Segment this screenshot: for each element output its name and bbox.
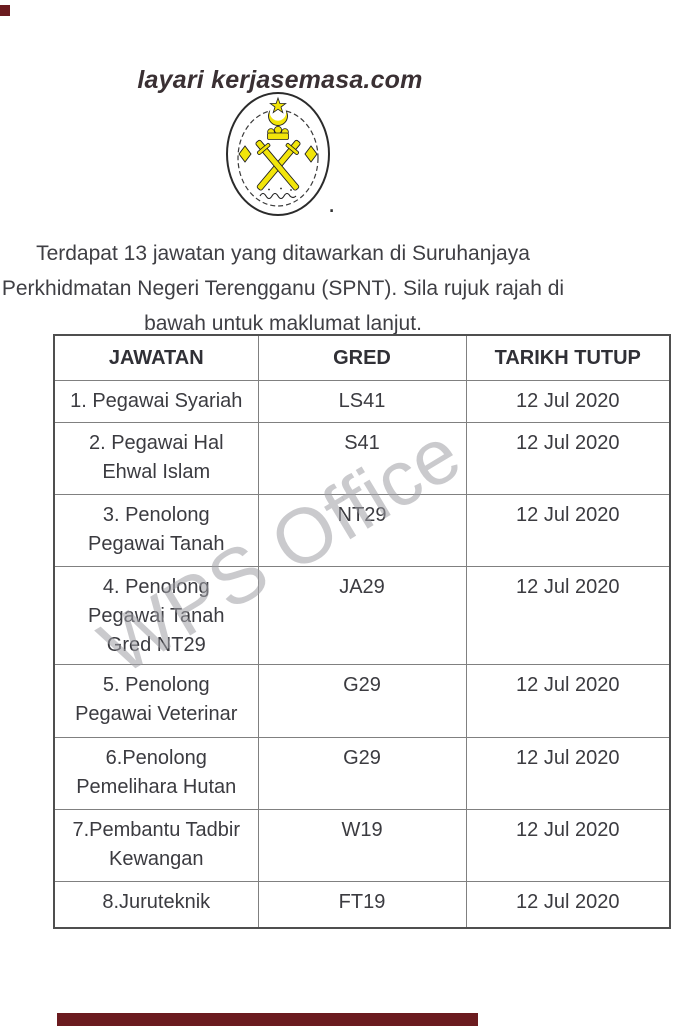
crown-icon [267, 126, 289, 140]
jawatan-cell: 2. Pegawai Hal Ehwal Islam [53, 422, 259, 495]
tarikh-tutup-cell: 12 Jul 2020 [465, 422, 671, 495]
gred-cell: W19 [257, 809, 467, 882]
gred-cell: G29 [257, 664, 467, 738]
intro-line: Terdapat 13 jawatan yang ditawarkan di S… [36, 242, 530, 265]
header-jawatan: JAWATAN [53, 334, 259, 381]
gred-cell: JA29 [257, 566, 467, 665]
gred-cell: G29 [257, 737, 467, 810]
tarikh-tutup-cell: 12 Jul 2020 [465, 380, 671, 423]
jobs-table: JAWATAN GRED TARIKH TUTUP 1. Pegawai Sya… [53, 334, 671, 929]
table-row: 1. Pegawai Syariah LS41 12 Jul 2020 [53, 380, 671, 423]
intro-line: Perkhidmatan Negeri Terengganu (SPNT). S… [1, 277, 565, 300]
table-row: 7.Pembantu Tadbir Kewangan W19 12 Jul 20… [53, 809, 671, 882]
red-bottom-bar [57, 1013, 478, 1026]
tarikh-tutup-cell: 12 Jul 2020 [465, 566, 671, 665]
table-row: 5. Penolong Pegawai Veterinar G29 12 Jul… [53, 664, 671, 738]
table-row: 6.Penolong Pemelihara Hutan G29 12 Jul 2… [53, 737, 671, 810]
tarikh-tutup-cell: 12 Jul 2020 [465, 494, 671, 567]
tarikh-tutup-cell: 12 Jul 2020 [465, 664, 671, 738]
tarikh-tutup-cell: 12 Jul 2020 [465, 737, 671, 810]
jawatan-cell: 3. Penolong Pegawai Tanah [53, 494, 259, 567]
side-diamond-icons [238, 145, 318, 163]
table-header-row: JAWATAN GRED TARIKH TUTUP [53, 334, 671, 381]
crest-oval [226, 92, 330, 216]
jawatan-cell: 4. Penolong Pegawai Tanah Gred NT29 [53, 566, 259, 665]
terengganu-crest-emblem [225, 92, 331, 218]
red-corner-mark [0, 5, 10, 16]
jawi-script [259, 187, 297, 200]
table-row: 4. Penolong Pegawai Tanah Gred NT29 JA29… [53, 566, 671, 665]
tarikh-tutup-cell: 12 Jul 2020 [465, 881, 671, 928]
gred-cell: S41 [257, 422, 467, 495]
tarikh-tutup-cell: 12 Jul 2020 [465, 809, 671, 882]
site-banner-text: layari kerjasemasa.com [137, 66, 423, 94]
header-tarikh-tutup: TARIKH TUTUP [465, 334, 671, 381]
gred-cell: NT29 [257, 494, 467, 567]
intro-paragraph: Terdapat 13 jawatan yang ditawarkan di S… [0, 236, 566, 341]
jawatan-cell: 8.Juruteknik [53, 881, 259, 928]
crossed-keris-icon [255, 139, 301, 191]
table-row: 2. Pegawai Hal Ehwal Islam S41 12 Jul 20… [53, 422, 671, 495]
gred-cell: LS41 [257, 380, 467, 423]
jawatan-cell: 6.Penolong Pemelihara Hutan [53, 737, 259, 810]
period-text: . [328, 188, 336, 218]
header-gred: GRED [257, 334, 467, 381]
intro-line: bawah untuk maklumat lanjut. [144, 312, 422, 335]
star-icon [269, 96, 287, 114]
table-row: 3. Penolong Pegawai Tanah NT29 12 Jul 20… [53, 494, 671, 567]
table-row: 8.Juruteknik FT19 12 Jul 2020 [53, 881, 671, 928]
jawatan-cell: 5. Penolong Pegawai Veterinar [53, 664, 259, 738]
jawatan-cell: 7.Pembantu Tadbir Kewangan [53, 809, 259, 882]
jawatan-cell: 1. Pegawai Syariah [53, 380, 259, 423]
gred-cell: FT19 [257, 881, 467, 928]
